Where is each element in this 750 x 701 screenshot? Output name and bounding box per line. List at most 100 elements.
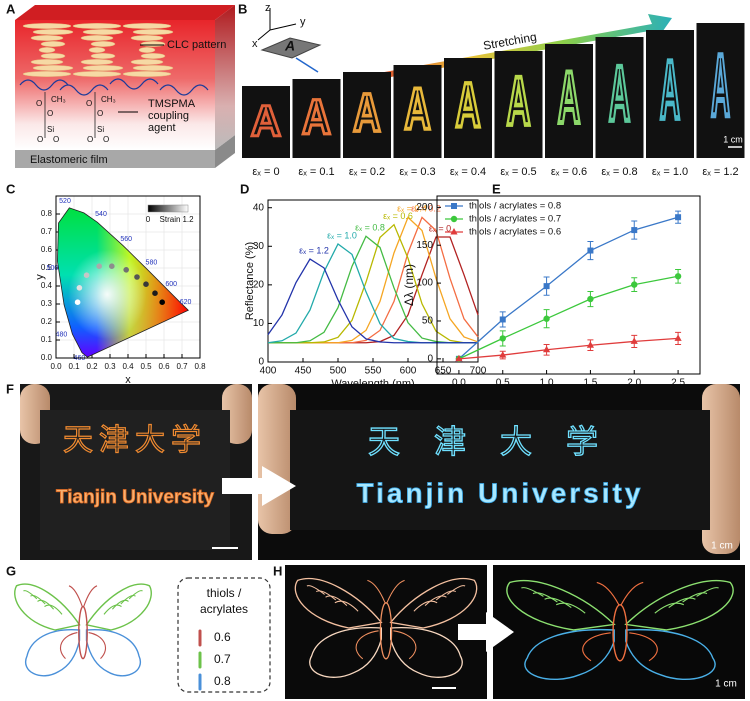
film [15, 150, 215, 168]
wing-fore [294, 578, 383, 629]
chromaticity-locus [57, 207, 189, 358]
locus-label: 600 [165, 281, 177, 288]
antenna [620, 581, 644, 606]
locus-label: 540 [95, 211, 107, 218]
wing-vein [424, 595, 447, 606]
finger [702, 384, 740, 554]
locus-label: 580 [146, 259, 158, 266]
series-label: εₓ = 0.8 [355, 223, 385, 233]
wing-fore [85, 583, 152, 631]
mesogen [30, 35, 64, 41]
sample-photo [646, 30, 694, 158]
mesogen [132, 29, 174, 35]
wing-hind [524, 628, 615, 680]
y-tick-label: 20 [253, 279, 265, 290]
mesogen [82, 29, 124, 35]
spectrum [268, 223, 478, 344]
marker [450, 228, 458, 235]
clc-side [215, 5, 235, 150]
mesogen [80, 35, 114, 41]
marker [451, 203, 457, 209]
series-line [458, 216, 679, 360]
y-tick-label: 0 [427, 353, 433, 364]
y-tick-label: 100 [416, 278, 433, 289]
x-tick-label: 0.6 [158, 362, 170, 371]
wing-hind [85, 628, 142, 677]
chem-methyl: CH₃ [101, 95, 116, 104]
plot-frame [55, 195, 201, 359]
chem-oxygen: O [97, 109, 103, 118]
x-tick-label: 700 [470, 366, 487, 377]
strain-label: εₓ = 0.8 [601, 166, 637, 178]
locus-outline [57, 207, 189, 358]
mesogen [90, 53, 116, 59]
data-point [159, 299, 165, 306]
series-line [458, 337, 679, 360]
strain-label: εₓ = 0.2 [349, 166, 385, 178]
sample-letter: A [507, 65, 531, 140]
mesogen [122, 23, 172, 29]
body [78, 605, 88, 660]
y-axis-label: Reflectance (%) [244, 242, 256, 320]
chem-oxygen: O [103, 135, 109, 144]
sample-photo [595, 37, 644, 158]
tmspma-label: agent [148, 122, 176, 134]
panel-label: A [6, 1, 16, 16]
wing-vein [315, 590, 337, 601]
antenna [596, 581, 620, 606]
mesogen [72, 23, 122, 29]
series-label: εₓ = 0.4 [397, 204, 427, 214]
wing-vein [111, 599, 129, 610]
y-tick-label: 30 [253, 241, 265, 252]
x-tick-label: 0.3 [104, 362, 116, 371]
mesogen [90, 41, 116, 47]
x-tick-label: 0.5 [140, 362, 152, 371]
sample-photo [696, 23, 745, 158]
x-tick-label: 0.8 [194, 362, 206, 371]
x-tick-label: 450 [295, 366, 312, 377]
wing-fore [389, 578, 478, 629]
wing-vein [413, 600, 438, 612]
mesogen [132, 65, 174, 71]
y-tick-label: 40 [253, 202, 265, 213]
chem-methyl: CH₃ [51, 95, 66, 104]
wing-vein [103, 604, 122, 615]
data-point [76, 285, 83, 291]
film-sheet [40, 410, 230, 550]
colorbar-tick: 0 [146, 215, 151, 224]
y-tick-label: 200 [416, 202, 433, 213]
sample-letter: A [353, 83, 381, 143]
wing-vein [682, 592, 708, 603]
axis-x [257, 29, 271, 41]
mesogen [140, 41, 166, 47]
strain-label: εₓ = 0.4 [450, 166, 486, 178]
panel-label: D [240, 181, 249, 196]
series-label: εₓ = 0.2 [411, 204, 441, 214]
x-tick-label: 0.7 [176, 362, 188, 371]
y-tick-label: 0.5 [41, 263, 53, 272]
legend-title: thiols / [207, 586, 242, 600]
spectrum [268, 216, 479, 344]
x-tick-label: 500 [330, 366, 347, 377]
body [379, 602, 393, 660]
marker [499, 351, 507, 358]
photo-right [493, 565, 745, 699]
strain-label: εₓ = 0 [252, 166, 279, 178]
panel-label: E [492, 181, 501, 196]
legend-title: acrylates [200, 602, 248, 616]
strain-label: εₓ = 0.5 [500, 166, 536, 178]
y-tick-label: 0 [258, 357, 264, 368]
y-tick-label: 50 [422, 316, 434, 327]
wing-hind [390, 627, 463, 678]
plot-frame [267, 199, 479, 363]
chem-silicon: Si [47, 125, 54, 134]
scale-label: 1 cm [711, 541, 733, 552]
mesogen [140, 53, 166, 59]
wing-vein [306, 585, 325, 595]
x-tick-label: 0.1 [68, 362, 80, 371]
marker [455, 354, 463, 362]
mesogen [130, 35, 164, 41]
sample-photo [343, 72, 391, 158]
chem-oxygen: O [87, 135, 93, 144]
